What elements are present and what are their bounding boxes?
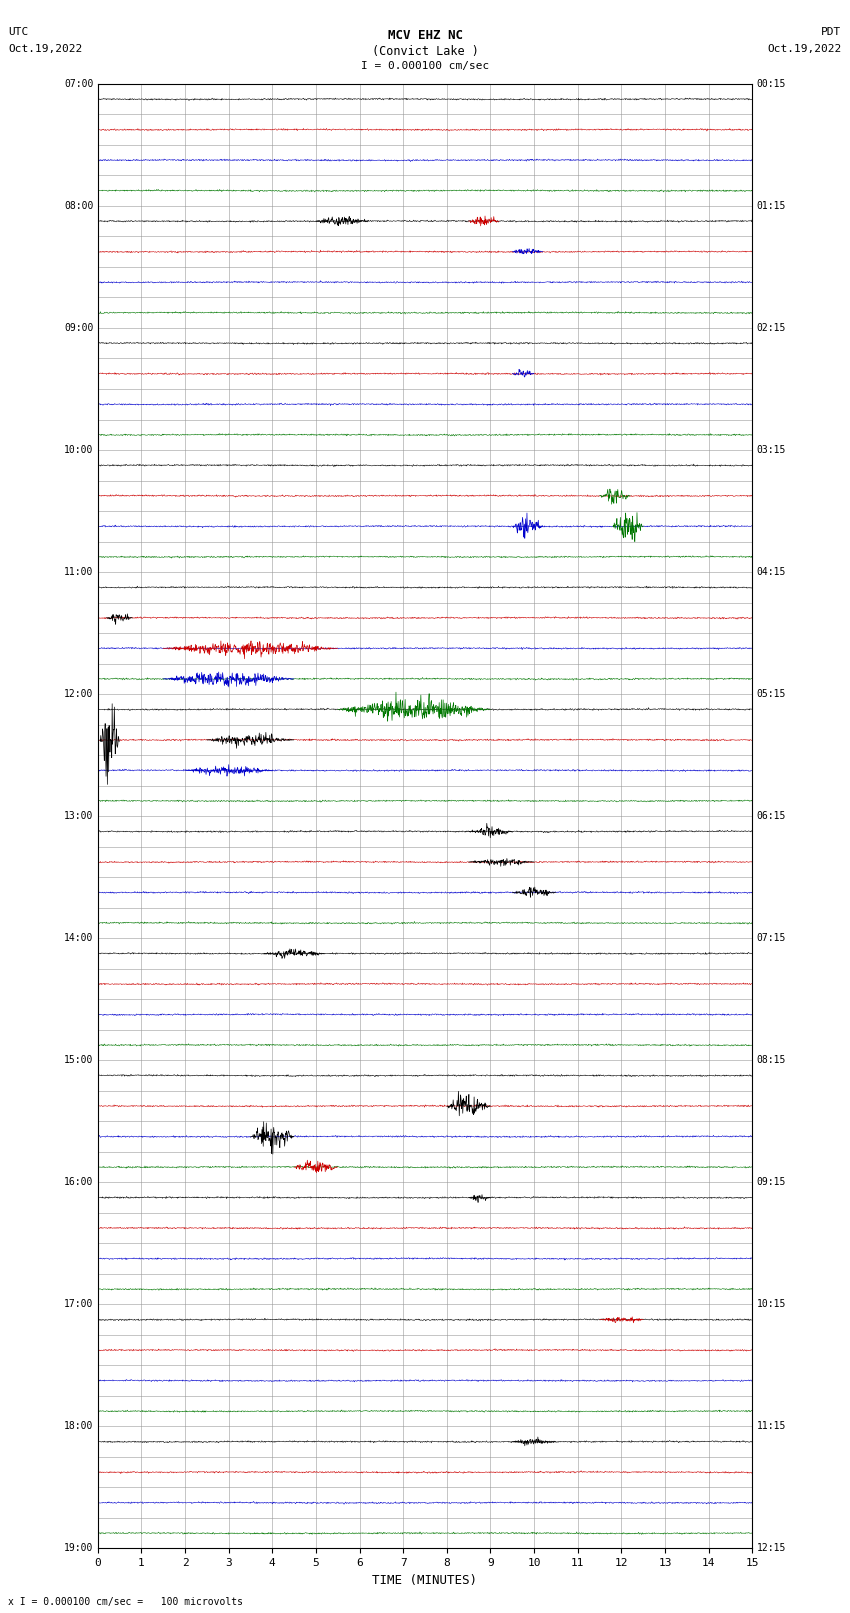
Text: 16:00: 16:00 (64, 1177, 94, 1187)
Text: 14:00: 14:00 (64, 934, 94, 944)
Text: 17:00: 17:00 (64, 1300, 94, 1310)
Text: 13:00: 13:00 (64, 811, 94, 821)
Text: 08:00: 08:00 (64, 202, 94, 211)
Text: 07:00: 07:00 (64, 79, 94, 89)
Text: I = 0.000100 cm/sec: I = 0.000100 cm/sec (361, 61, 489, 71)
X-axis label: TIME (MINUTES): TIME (MINUTES) (372, 1574, 478, 1587)
Text: 11:15: 11:15 (756, 1421, 786, 1431)
Text: 06:15: 06:15 (756, 811, 786, 821)
Text: 01:15: 01:15 (756, 202, 786, 211)
Text: 10:15: 10:15 (756, 1300, 786, 1310)
Text: 04:15: 04:15 (756, 568, 786, 577)
Text: 00:15: 00:15 (756, 79, 786, 89)
Text: 02:15: 02:15 (756, 323, 786, 332)
Text: 12:00: 12:00 (64, 689, 94, 698)
Text: 09:15: 09:15 (756, 1177, 786, 1187)
Text: 09:00: 09:00 (64, 323, 94, 332)
Text: x I = 0.000100 cm/sec =   100 microvolts: x I = 0.000100 cm/sec = 100 microvolts (8, 1597, 243, 1607)
Text: 10:00: 10:00 (64, 445, 94, 455)
Text: MCV EHZ NC: MCV EHZ NC (388, 29, 462, 42)
Text: 08:15: 08:15 (756, 1055, 786, 1065)
Text: 15:00: 15:00 (64, 1055, 94, 1065)
Text: 19:00: 19:00 (64, 1544, 94, 1553)
Text: (Convict Lake ): (Convict Lake ) (371, 45, 479, 58)
Text: 07:15: 07:15 (756, 934, 786, 944)
Text: 11:00: 11:00 (64, 568, 94, 577)
Text: PDT: PDT (821, 27, 842, 37)
Text: UTC: UTC (8, 27, 29, 37)
Text: 12:15: 12:15 (756, 1544, 786, 1553)
Text: Oct.19,2022: Oct.19,2022 (8, 44, 82, 53)
Text: 05:15: 05:15 (756, 689, 786, 698)
Text: Oct.19,2022: Oct.19,2022 (768, 44, 842, 53)
Text: 18:00: 18:00 (64, 1421, 94, 1431)
Text: 03:15: 03:15 (756, 445, 786, 455)
